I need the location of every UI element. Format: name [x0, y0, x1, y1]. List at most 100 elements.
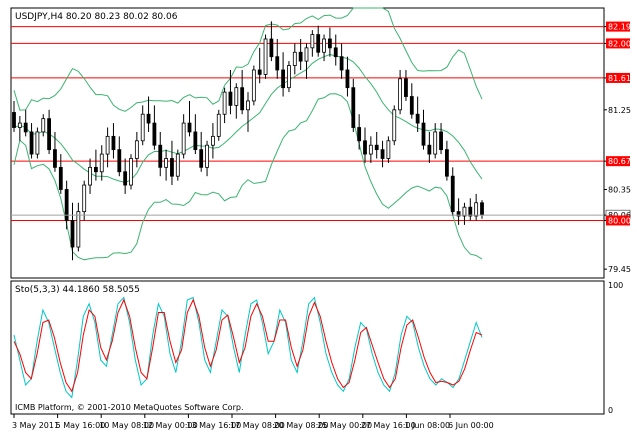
price-tick-label: 82.19 — [608, 23, 631, 32]
candle-body — [170, 158, 174, 177]
candle-body — [64, 189, 69, 221]
bollinger-upper — [13, 7, 483, 112]
candle-body — [164, 158, 169, 168]
candle-body — [140, 113, 145, 142]
level-tag — [606, 72, 630, 83]
candle-body — [386, 140, 391, 159]
candle-body — [152, 122, 157, 146]
stoch-tick-label: 0 — [608, 406, 613, 415]
candle-body — [480, 202, 484, 216]
candle-body — [456, 211, 461, 217]
candle-body — [228, 91, 233, 106]
candle-body — [380, 149, 385, 159]
x-tick-label: 25 May 00:00 — [317, 421, 372, 430]
candle-body — [345, 69, 350, 89]
candle-body — [409, 96, 414, 115]
candle-body — [134, 140, 139, 159]
stoch-signal-line — [13, 298, 483, 393]
candle-body — [53, 149, 57, 168]
candle-body — [41, 118, 46, 133]
candle-body — [468, 206, 473, 217]
candle-body — [462, 206, 467, 217]
level-tag — [606, 215, 630, 226]
candle-body — [199, 149, 204, 168]
candle-body — [404, 78, 408, 97]
candle-body — [216, 113, 221, 137]
candle-body — [316, 34, 321, 53]
candle-body — [76, 211, 81, 248]
price-tick-label: 81.25 — [608, 106, 631, 115]
candle-body — [187, 122, 192, 133]
candle-body — [29, 131, 34, 155]
candle-body — [327, 38, 332, 49]
candle-body — [263, 38, 268, 75]
candle-body — [47, 118, 51, 151]
candle-body — [363, 140, 367, 155]
x-tick-label: 20 May 08:00 — [274, 421, 329, 430]
candle-body — [251, 69, 256, 102]
candle-body — [88, 166, 92, 186]
candle-body — [439, 131, 443, 151]
candle-body — [281, 69, 286, 89]
candle-body — [12, 112, 16, 128]
stochastic-header: Sto(5,3,3) 44.1860 58.5055 — [15, 285, 140, 295]
x-tick-label: 6 Jun 00:00 — [448, 421, 494, 430]
candle-body — [304, 47, 309, 62]
candle-body — [111, 135, 116, 151]
price-tick-label: 81.61 — [608, 74, 631, 83]
candle-body — [210, 135, 215, 146]
candle-body — [94, 166, 98, 173]
copyright-footer: ICMB Platform, © 2001-2010 MetaQuotes So… — [15, 403, 244, 412]
candle-body — [392, 109, 397, 142]
candle-body — [82, 184, 87, 213]
candle-body — [105, 135, 110, 155]
candle-body — [415, 113, 420, 124]
stoch-tick-label: 100 — [608, 281, 623, 290]
candle-body — [17, 122, 22, 128]
candle-body — [398, 78, 403, 111]
price-tick-label: 80.35 — [608, 185, 631, 194]
x-tick-label: 12 May 00:00 — [143, 421, 198, 430]
x-tick-label: 27 May 16:00 — [361, 421, 416, 430]
price-tick-label: 80.00 — [608, 216, 631, 225]
candle-body — [35, 131, 40, 155]
candle-body — [275, 56, 280, 71]
x-tick-label: 3 May 2011 — [12, 421, 59, 430]
candle-body — [181, 122, 186, 155]
candle-body — [339, 56, 344, 71]
candle-body — [450, 175, 455, 213]
candle-body — [374, 144, 379, 151]
candle-body — [333, 47, 338, 58]
level-tag — [606, 38, 630, 49]
candle-body — [421, 122, 426, 146]
candle-body — [246, 100, 250, 111]
candle-body — [117, 149, 122, 173]
candle-body — [292, 51, 297, 66]
candle-body — [240, 87, 245, 111]
candle-body — [23, 122, 28, 133]
candle-body — [205, 144, 209, 168]
x-tick-label: 5 May 16:00 — [56, 421, 106, 430]
candle-body — [222, 91, 227, 115]
candle-body — [129, 158, 133, 186]
candle-body — [433, 131, 438, 155]
candle-body — [158, 144, 163, 168]
x-tick-label: 13 May 16:00 — [186, 421, 241, 430]
level-tag — [606, 156, 630, 167]
price-tick-label: 82.00 — [608, 39, 631, 48]
candle-body — [287, 65, 291, 89]
candle-body — [474, 202, 479, 217]
candle-body — [123, 171, 128, 186]
candle-body — [269, 38, 274, 58]
candle-body — [357, 127, 362, 142]
candle-body — [427, 144, 432, 155]
candle-body — [146, 113, 151, 124]
price-tick-label: 79.45 — [608, 265, 631, 274]
price-tick-label: 80.67 — [608, 157, 631, 166]
candle-body — [234, 87, 239, 106]
candle-body — [175, 153, 180, 177]
level-tag — [606, 21, 630, 32]
symbol-header: USDJPY,H4 80.20 80.23 80.02 80.06 — [15, 12, 178, 22]
candle-body — [298, 51, 303, 62]
